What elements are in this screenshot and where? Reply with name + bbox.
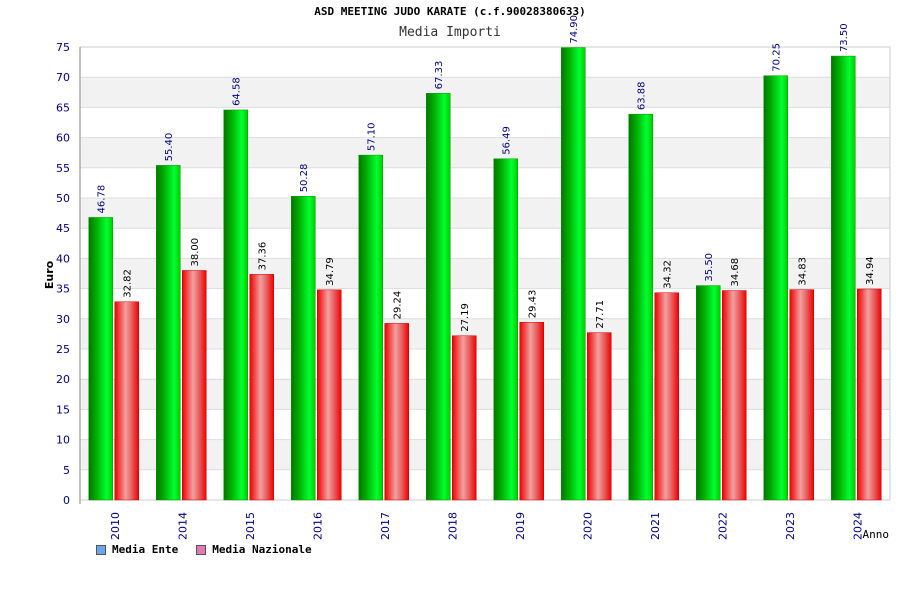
grid-band (80, 198, 890, 229)
bar-media-ente (831, 55, 856, 501)
x-tick-label: 2020 (581, 512, 594, 540)
bar-media-ente (291, 196, 316, 501)
data-label: 29.43 (528, 290, 539, 319)
data-label: 34.68 (730, 258, 741, 287)
chart-title: ASD MEETING JUDO KARATE (c.f.90028380633… (314, 5, 586, 18)
bar-media-ente (561, 47, 586, 501)
grid-band (80, 137, 890, 168)
x-tick-label: 2017 (379, 512, 392, 540)
data-label: 27.71 (595, 300, 606, 329)
bar-media-ente (156, 165, 181, 501)
bar-media-nazionale (317, 289, 342, 501)
bar-media-ente (223, 109, 248, 501)
x-tick-label: 2019 (514, 512, 527, 540)
y-tick-label: 0 (63, 494, 70, 507)
data-label: 29.24 (393, 291, 404, 320)
x-tick-label: 2021 (649, 512, 662, 540)
grid-band (80, 379, 890, 410)
x-tick-label: 2014 (176, 512, 189, 540)
bar-media-nazionale (384, 323, 409, 501)
data-label: 27.19 (460, 303, 471, 332)
data-label: 73.50 (839, 23, 850, 52)
bar-media-nazionale (587, 332, 612, 501)
x-tick-label: 2024 (851, 512, 864, 540)
bar-media-nazionale (789, 289, 814, 501)
y-tick-label: 60 (56, 132, 70, 145)
bar-media-nazionale (182, 270, 207, 501)
data-label: 32.82 (123, 269, 134, 298)
data-label: 34.79 (325, 257, 336, 286)
legend-swatch-series-1 (96, 544, 106, 555)
x-tick-label: 2023 (784, 512, 797, 540)
data-label: 37.36 (258, 242, 269, 271)
grid-band (80, 318, 890, 349)
bar-media-nazionale (249, 274, 274, 501)
bar-media-nazionale (722, 290, 747, 501)
x-tick-label: 2022 (716, 512, 729, 540)
data-label: 35.50 (704, 253, 715, 282)
y-tick-label: 55 (56, 162, 70, 175)
y-tick-label: 65 (56, 101, 70, 114)
bar-media-ente (628, 113, 653, 501)
y-tick-label: 5 (63, 464, 70, 477)
data-label: 57.10 (367, 122, 378, 151)
x-tick-label: 2010 (109, 512, 122, 540)
data-label: 56.49 (502, 126, 513, 155)
legend-item-series-1: Media Ente (96, 543, 178, 556)
legend-label-series-2: Media Nazionale (212, 543, 312, 556)
x-tick-label: 2016 (311, 512, 324, 540)
data-label: 46.78 (97, 185, 108, 214)
bar-media-ente (493, 158, 518, 501)
y-tick-label: 30 (56, 313, 70, 326)
data-label: 67.33 (434, 61, 445, 90)
bar-media-ente (88, 217, 113, 501)
y-axis-label: Euro (43, 260, 56, 289)
bar-media-ente (696, 285, 721, 501)
bar-media-nazionale (114, 301, 139, 501)
grid-band (80, 77, 890, 108)
data-label: 34.32 (663, 260, 674, 289)
bar-media-ente (426, 93, 451, 501)
bar-media-nazionale (857, 288, 882, 501)
bar-media-ente (763, 75, 788, 501)
data-label: 34.83 (798, 257, 809, 286)
y-tick-label: 70 (56, 71, 70, 84)
grid-band (80, 439, 890, 470)
legend-label-series-1: Media Ente (112, 543, 179, 556)
y-tick-label: 20 (56, 373, 70, 386)
data-label: 74.90 (569, 15, 580, 44)
y-tick-label: 25 (56, 343, 70, 356)
y-tick-label: 45 (56, 222, 70, 235)
x-tick-label: 2018 (446, 512, 459, 540)
data-label: 55.40 (164, 133, 175, 162)
x-tick-label: 2015 (244, 512, 257, 540)
data-label: 34.94 (865, 256, 876, 285)
bar-media-ente (358, 154, 383, 501)
data-label: 50.28 (299, 164, 310, 193)
legend-item-series-2: Media Nazionale (196, 543, 312, 556)
bar-media-nazionale (452, 335, 477, 501)
data-label: 38.00 (190, 238, 201, 267)
chart-subtitle: Media Importi (399, 25, 501, 40)
y-tick-label: 40 (56, 252, 70, 265)
data-label: 64.58 (232, 77, 243, 106)
legend-swatch-series-2 (196, 544, 207, 555)
x-axis-label: Anno (863, 528, 890, 541)
y-tick-label: 35 (56, 283, 70, 296)
y-tick-label: 15 (56, 403, 70, 416)
data-label: 63.88 (637, 82, 648, 111)
bar-media-nazionale (654, 292, 679, 501)
y-tick-label: 50 (56, 192, 70, 205)
bar-media-nazionale (519, 321, 544, 501)
y-tick-label: 10 (56, 434, 70, 447)
data-label: 70.25 (772, 43, 783, 72)
y-tick-label: 75 (56, 41, 70, 54)
chart-legend: Media Ente Media Nazionale (96, 543, 312, 556)
grid-band (80, 258, 890, 289)
